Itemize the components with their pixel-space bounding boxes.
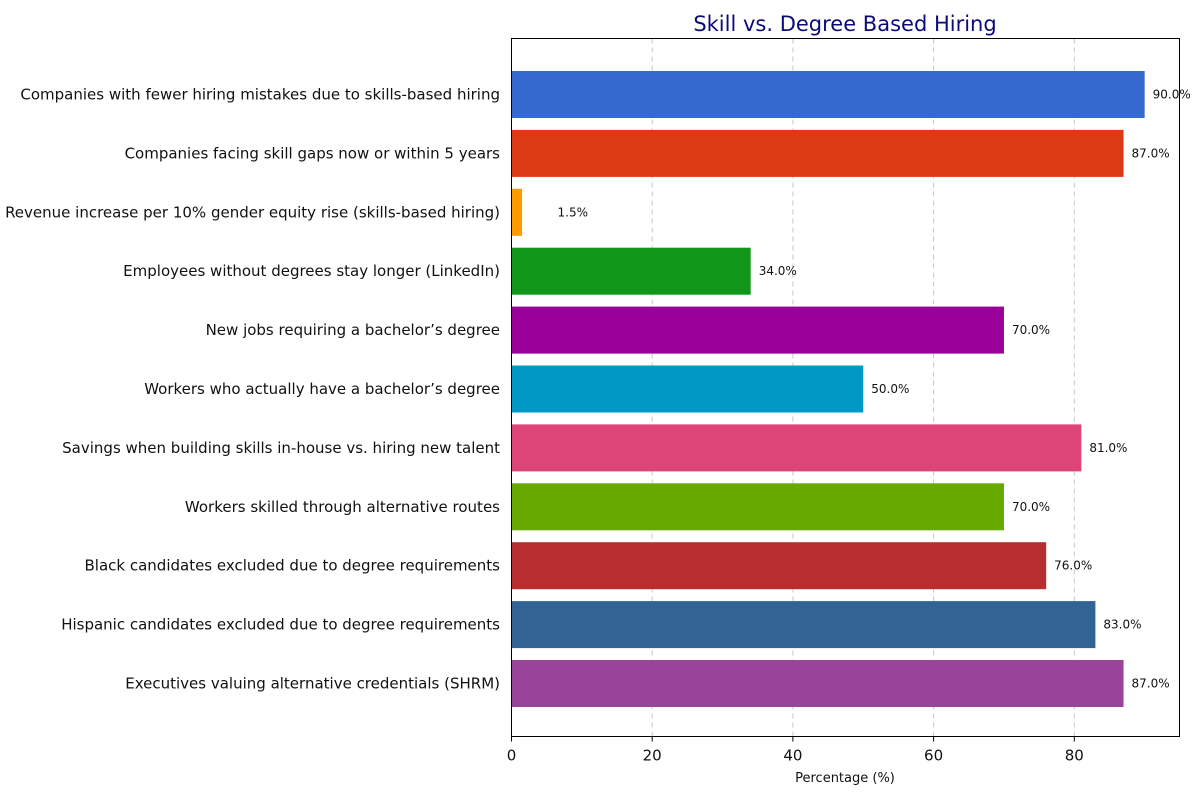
chart-title: Skill vs. Degree Based Hiring bbox=[693, 12, 996, 36]
category-label: Hispanic candidates excluded due to degr… bbox=[61, 616, 500, 634]
value-label: 1.5% bbox=[558, 205, 589, 219]
bar bbox=[511, 660, 1124, 707]
value-label: 70.0% bbox=[1012, 323, 1050, 337]
value-labels: 90.0% 87.0% 1.5% 34.0% 70.0% 50.0% 81.0% 70.0% 7… bbox=[558, 88, 1191, 691]
bar bbox=[511, 188, 523, 236]
x-tick-label: 80 bbox=[1065, 747, 1084, 765]
category-label: Revenue increase per 10% gender equity r… bbox=[5, 203, 500, 221]
value-label: 83.0% bbox=[1103, 618, 1141, 632]
category-label: Companies facing skill gaps now or withi… bbox=[125, 144, 501, 162]
category-label: Executives valuing alternative credentia… bbox=[125, 675, 500, 693]
bar bbox=[511, 306, 1004, 354]
category-label: Black candidates excluded due to degree … bbox=[85, 557, 501, 575]
value-label: 90.0% bbox=[1153, 88, 1191, 102]
x-axis-title: Percentage (%) bbox=[795, 771, 895, 786]
x-tick-label: 60 bbox=[924, 747, 943, 765]
value-label: 50.0% bbox=[871, 382, 909, 396]
x-axis-ticks: 0 20 40 60 80 bbox=[507, 736, 1084, 765]
category-label: New jobs requiring a bachelor’s degree bbox=[206, 321, 500, 339]
bars bbox=[511, 71, 1145, 707]
bar bbox=[511, 129, 1124, 177]
value-label: 76.0% bbox=[1054, 559, 1092, 573]
value-label: 81.0% bbox=[1089, 441, 1127, 455]
bar bbox=[511, 247, 751, 295]
x-tick-label: 20 bbox=[643, 747, 662, 765]
value-label: 70.0% bbox=[1012, 500, 1050, 514]
category-label: Workers who actually have a bachelor’s d… bbox=[144, 380, 500, 398]
plot-frame bbox=[511, 38, 1180, 737]
bar bbox=[511, 365, 864, 413]
x-tick-label: 0 bbox=[507, 747, 517, 765]
value-label: 87.0% bbox=[1132, 146, 1170, 160]
bar bbox=[511, 71, 1145, 118]
bar bbox=[511, 542, 1047, 590]
category-label: Companies with fewer hiring mistakes due… bbox=[20, 86, 500, 104]
bar bbox=[511, 483, 1004, 531]
bar bbox=[511, 424, 1082, 472]
category-label: Savings when building skills in-house vs… bbox=[62, 439, 500, 457]
category-label: Workers skilled through alternative rout… bbox=[185, 498, 500, 516]
category-label: Employees without degrees stay longer (L… bbox=[123, 262, 500, 280]
category-labels: Companies with fewer hiring mistakes due… bbox=[5, 86, 500, 693]
x-tick-label: 40 bbox=[783, 747, 802, 765]
value-label: 34.0% bbox=[759, 264, 797, 278]
bar bbox=[511, 601, 1096, 649]
value-label: 87.0% bbox=[1132, 677, 1170, 691]
